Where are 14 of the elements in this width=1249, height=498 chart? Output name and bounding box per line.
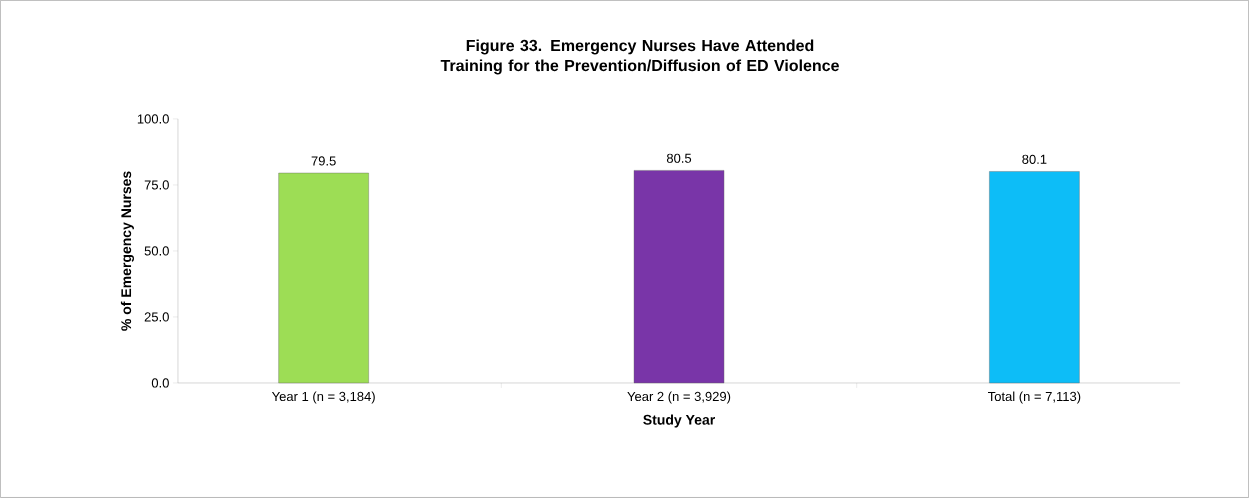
x-tick-label: Year 2 (n = 3,929) [627,391,731,404]
y-tick-label: 0.0 [151,378,169,388]
chart-title: Figure 33. Emergency Nurses Have Attended Training for the Prevention/Diffusion of ED Violence [440,39,839,75]
data-label: 80.5 [666,153,692,163]
data-label: 80.1 [1022,154,1047,164]
x-tick-label: Total (n = 7,113) [988,391,1081,404]
x-axis-title: Study Year [643,414,715,428]
x-tick-label: Year 1 (n = 3,184) [271,391,375,404]
y-tick-label: 50.0 [144,246,169,256]
y-tick-label: 100.0 [137,114,169,124]
y-tick-label: 75.0 [144,180,169,190]
y-tick-label: 25.0 [144,312,169,322]
data-label: 79.5 [311,156,336,166]
y-axis-title: % of Emergency Nurses [120,171,134,331]
